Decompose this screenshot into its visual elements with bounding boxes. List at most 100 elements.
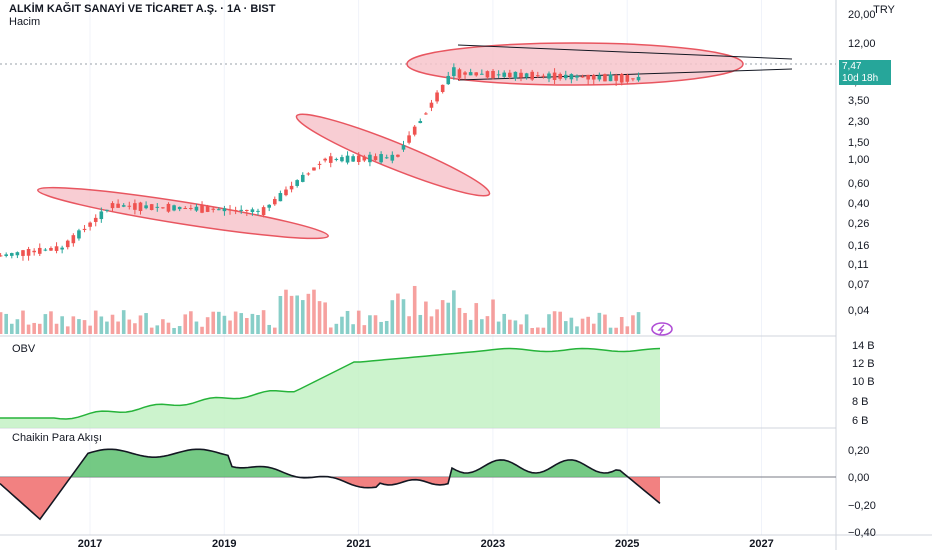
candle-body bbox=[32, 250, 36, 253]
candle-body bbox=[49, 247, 53, 251]
candle-body bbox=[502, 72, 507, 77]
candlesticks[interactable] bbox=[0, 63, 641, 261]
obv-area bbox=[0, 348, 660, 428]
price-tick: 12,00 bbox=[848, 38, 876, 50]
candle-body bbox=[396, 154, 400, 157]
currency-label[interactable]: TRY bbox=[873, 4, 895, 16]
candle-body bbox=[480, 73, 484, 75]
candle-body bbox=[519, 72, 523, 78]
volume-bar bbox=[250, 313, 255, 334]
year-tick: 2017 bbox=[78, 538, 102, 550]
obv-tick: 14 B bbox=[852, 340, 875, 352]
candle-body bbox=[284, 189, 288, 196]
volume-bar bbox=[166, 322, 171, 334]
candle-body bbox=[631, 78, 635, 80]
candle-body bbox=[155, 206, 160, 208]
candle-body bbox=[4, 254, 8, 256]
candle-body bbox=[468, 72, 473, 76]
candle-body bbox=[54, 246, 59, 251]
candle-body bbox=[625, 74, 630, 82]
candle-body bbox=[362, 156, 367, 161]
candle-body bbox=[457, 69, 462, 78]
volume-bar bbox=[172, 327, 176, 334]
volume-bar bbox=[362, 325, 367, 334]
candle-body bbox=[524, 73, 529, 78]
last-price-tag: 7,47 bbox=[839, 60, 891, 73]
volume-bar bbox=[289, 295, 294, 334]
volume-bar bbox=[0, 312, 3, 334]
volume-bar bbox=[189, 311, 193, 334]
candle-body bbox=[496, 74, 501, 76]
volume-bar bbox=[429, 316, 434, 334]
price-tick: 1,00 bbox=[848, 154, 869, 166]
volume-bar bbox=[144, 313, 148, 334]
candle-body bbox=[21, 250, 25, 256]
chaikin-pane bbox=[0, 448, 836, 521]
obv-tick: 6 B bbox=[852, 415, 869, 427]
price-tick: 0,60 bbox=[848, 178, 869, 190]
volume-bar bbox=[49, 311, 53, 334]
candle-body bbox=[177, 206, 182, 210]
volume-bar bbox=[88, 325, 92, 334]
volume-bar bbox=[82, 320, 87, 334]
price-tick: 1,50 bbox=[848, 137, 869, 149]
obv-label: OBV bbox=[12, 343, 36, 355]
candle-body bbox=[261, 207, 266, 216]
volume-bar bbox=[597, 312, 602, 334]
volume-bar bbox=[4, 313, 8, 334]
volume-bar bbox=[26, 324, 31, 334]
volume-bar bbox=[295, 295, 299, 334]
candle-body bbox=[351, 156, 355, 162]
volume-bar bbox=[424, 301, 428, 334]
upper-trendline bbox=[457, 44, 793, 60]
volume-bar bbox=[317, 301, 322, 334]
candle-body bbox=[586, 74, 590, 80]
volume-bar bbox=[77, 319, 81, 334]
chart-title: ALKİM KAĞIT SANAYİ VE TİCARET A.Ş. · 1A … bbox=[9, 3, 276, 15]
volume-bar bbox=[93, 310, 98, 334]
volume-bar bbox=[379, 321, 383, 334]
lightning-icon[interactable] bbox=[651, 322, 673, 336]
volume-bar bbox=[278, 295, 283, 334]
volume-bar bbox=[563, 321, 568, 334]
chaikin-label: Chaikin Para Akışı bbox=[12, 432, 102, 444]
candle-body bbox=[435, 92, 439, 102]
volume-bar bbox=[116, 321, 120, 334]
volume-bar bbox=[625, 326, 630, 334]
candle-body bbox=[149, 204, 154, 211]
volume-bar bbox=[60, 316, 64, 334]
candle-body bbox=[597, 75, 602, 80]
volume-bar bbox=[211, 311, 216, 334]
volume-bar bbox=[474, 303, 479, 334]
candle-body bbox=[418, 121, 423, 124]
price-tick: 0,07 bbox=[848, 279, 869, 291]
candle-body bbox=[144, 205, 148, 209]
candle-body bbox=[508, 72, 512, 78]
volume-bar bbox=[205, 317, 210, 334]
candle-body bbox=[172, 205, 176, 211]
volume-bar bbox=[586, 316, 590, 334]
volume-bar bbox=[233, 311, 238, 334]
volume-bar bbox=[138, 315, 143, 334]
cmf-tick: 0,00 bbox=[848, 472, 869, 484]
pattern-ellipses bbox=[37, 42, 744, 240]
volume-bar bbox=[603, 314, 607, 334]
candle-body bbox=[373, 156, 378, 161]
candle-body bbox=[245, 209, 249, 212]
price-axis: 20,0012,005,503,502,301,501,000,600,400,… bbox=[848, 9, 876, 539]
volume-bar bbox=[502, 313, 507, 334]
candle-body bbox=[323, 158, 327, 161]
candle-body bbox=[608, 74, 613, 82]
candle-body bbox=[513, 71, 518, 79]
candle-body bbox=[295, 180, 299, 186]
volume-bar bbox=[496, 321, 501, 334]
price-tick: 0,11 bbox=[848, 259, 869, 271]
candle-body bbox=[250, 209, 255, 213]
candle-body bbox=[558, 73, 562, 79]
volume-label: Hacim bbox=[9, 16, 41, 28]
candle-body bbox=[233, 210, 238, 212]
candle-body bbox=[535, 75, 540, 77]
candle-body bbox=[60, 247, 64, 250]
volume-bar bbox=[15, 319, 20, 334]
